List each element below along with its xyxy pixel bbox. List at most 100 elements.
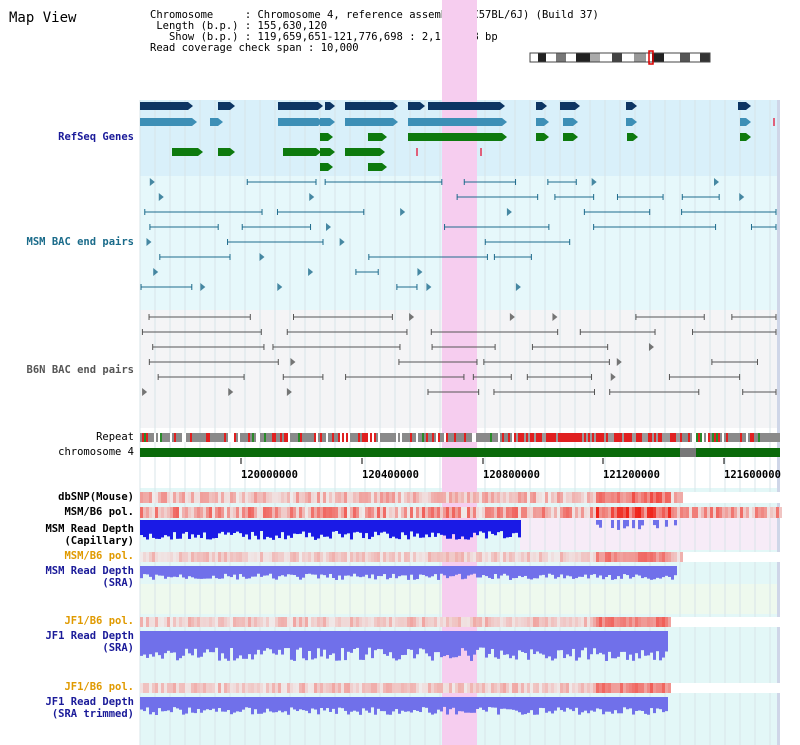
pol-mark	[251, 507, 254, 518]
msm-arrow	[714, 178, 720, 186]
pol-mark	[440, 617, 443, 627]
pol-mark	[533, 683, 536, 693]
depth-bar	[275, 520, 278, 536]
depth-bar	[599, 631, 602, 653]
repeat-mark	[624, 433, 626, 442]
pol-mark	[467, 552, 470, 562]
pol-mark	[728, 617, 731, 627]
pol-mark	[479, 492, 482, 503]
pol-mark	[368, 507, 371, 518]
pol-mark	[278, 507, 281, 518]
pol-mark	[614, 552, 617, 562]
depth-bar	[512, 631, 515, 656]
depth-bar	[587, 631, 590, 660]
pol-mark	[512, 552, 515, 562]
depth-bar	[398, 520, 401, 540]
ideogram-band	[664, 53, 680, 62]
depth-bar	[164, 697, 167, 712]
depth-bar	[308, 566, 311, 574]
depth-bar	[545, 697, 548, 713]
pol-mark	[716, 552, 719, 562]
pol-mark	[278, 617, 281, 627]
depth-bar	[479, 520, 482, 532]
pol-mark	[764, 507, 767, 518]
pol-mark	[773, 552, 776, 562]
pol-mark	[776, 617, 779, 627]
pol-mark	[608, 617, 611, 627]
refseq-gene	[345, 102, 393, 110]
gene-arrow	[393, 118, 398, 126]
depth-bar	[302, 697, 305, 711]
depth-bar	[524, 697, 527, 715]
pol-mark	[440, 552, 443, 562]
pol-mark	[740, 617, 743, 627]
repeat-mark	[210, 433, 212, 442]
axis-tick-label: 120000000	[241, 469, 298, 481]
pol-mark	[197, 617, 200, 627]
pol-mark	[437, 492, 440, 503]
pol-mark	[581, 507, 584, 518]
pol-mark	[665, 492, 668, 503]
pol-mark	[374, 507, 377, 518]
pol-mark	[761, 683, 764, 693]
repeat-mark	[514, 433, 516, 442]
length-key: Length (b.p.)	[156, 20, 239, 32]
pol-mark	[680, 507, 683, 518]
pol-mark	[311, 492, 314, 503]
pol-mark	[356, 507, 359, 518]
pol-mark	[560, 617, 563, 627]
depth-bar	[521, 631, 524, 652]
depth-bar	[413, 631, 416, 659]
repeat-mark	[396, 433, 398, 442]
pol-mark	[740, 683, 743, 693]
pol-mark	[452, 617, 455, 627]
repeat-mark	[148, 433, 150, 442]
gene-arrow	[746, 118, 751, 126]
depth-bar	[617, 697, 620, 714]
depth-bar	[383, 520, 386, 532]
pol-mark	[161, 617, 164, 627]
repeat-mark	[156, 433, 158, 442]
track-label-refseq[interactable]: RefSeq Genes	[58, 131, 134, 143]
depth-bar	[422, 631, 425, 650]
depth-bar	[485, 520, 488, 539]
pol-mark	[317, 552, 320, 562]
pol-mark	[221, 552, 224, 562]
track-label-msm-bac[interactable]: MSM BAC end pairs	[26, 236, 134, 248]
chromosome-info: Chromosome : Chromosome 4, reference ass…	[150, 10, 599, 54]
track-label-b6n-bac[interactable]: B6N BAC end pairs	[26, 364, 134, 376]
pol-mark	[254, 683, 257, 693]
pol-mark	[536, 683, 539, 693]
pol-mark	[569, 507, 572, 518]
repeat-mark	[304, 433, 306, 442]
pol-mark	[524, 492, 527, 503]
pol-mark	[647, 492, 650, 503]
pol-mark	[146, 683, 149, 693]
pol-mark	[146, 617, 149, 627]
depth-bar	[590, 631, 593, 655]
depth-bar	[461, 520, 464, 537]
repeat-mark	[474, 433, 476, 442]
repeat-mark	[468, 433, 470, 442]
msm-arrow	[326, 223, 332, 231]
pol-mark	[206, 683, 209, 693]
repeat-mark	[594, 433, 596, 442]
pol-mark	[689, 683, 692, 693]
repeat-mark	[688, 433, 690, 442]
refseq-gene	[320, 148, 330, 156]
pol-mark	[593, 552, 596, 562]
pol-mark	[548, 617, 551, 627]
depth-bar	[215, 697, 218, 712]
depth-bar	[194, 631, 197, 649]
depth-bar	[230, 566, 233, 578]
depth-bar	[539, 631, 542, 654]
depth-bar	[521, 566, 524, 578]
pol-mark	[551, 617, 554, 627]
depth-bar	[167, 520, 170, 537]
pol-mark	[416, 492, 419, 503]
repeat-mark	[328, 433, 330, 442]
pol-mark	[644, 492, 647, 503]
repeat-mark	[632, 433, 634, 442]
pol-mark	[290, 617, 293, 627]
